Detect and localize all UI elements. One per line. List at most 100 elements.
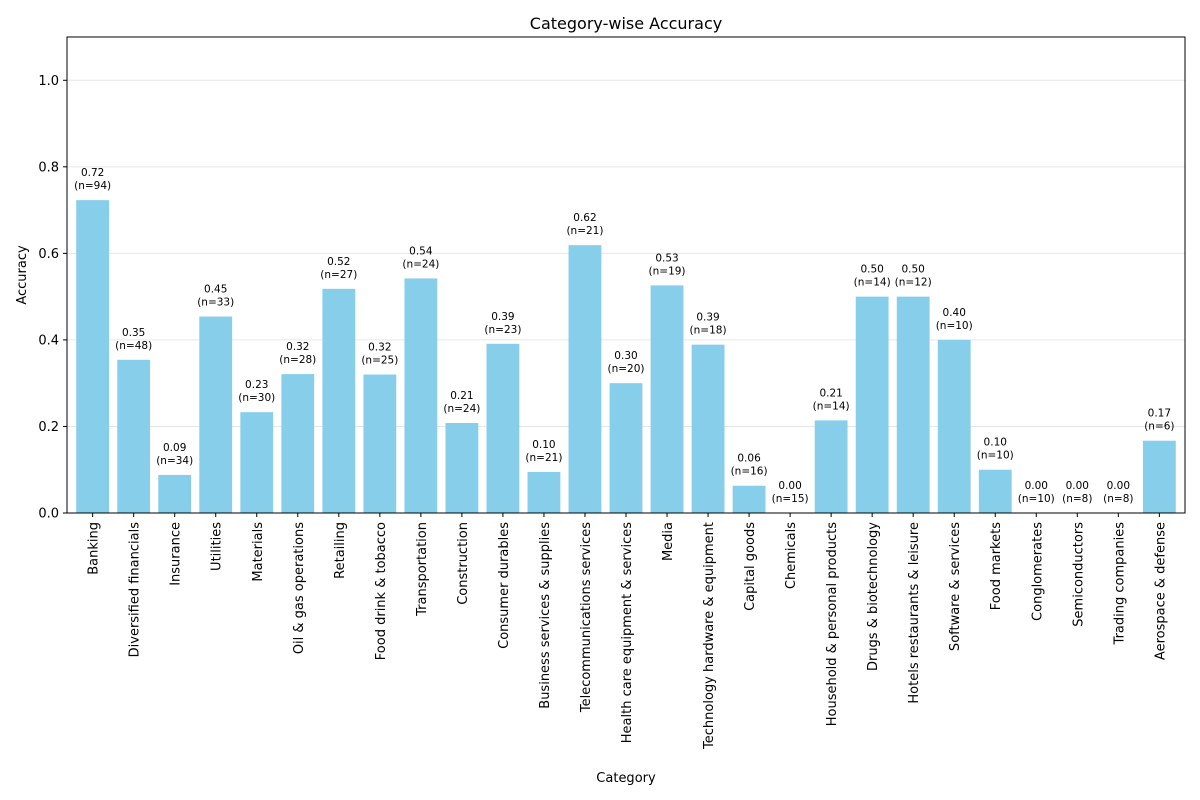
data-label-count: (n=20) [607,363,644,375]
x-tick-label: Trading companies [1112,522,1127,646]
y-tick-label: 0.4 [38,333,59,348]
data-label-value: 0.50 [860,264,883,276]
x-tick-label: Materials [251,522,266,582]
data-label-value: 0.00 [1066,480,1089,492]
x-tick-label: Health care equipment & services [620,522,635,743]
data-label-count: (n=10) [1018,493,1055,505]
data-label-count: (n=27) [320,269,357,281]
data-label-count: (n=15) [772,493,809,505]
y-tick-label: 0.2 [38,420,59,435]
x-tick-label: Banking [87,522,102,575]
bar [240,412,274,513]
x-tick-label: Hotels restaurants & leisure [907,522,922,704]
data-label-value: 0.35 [122,327,145,339]
bar [158,474,192,513]
data-label-count: (n=34) [156,455,193,467]
data-label-count: (n=24) [443,403,480,415]
x-tick-label: Insurance [169,522,184,586]
x-tick-label: Household & personal products [825,522,840,726]
data-label-value: 0.00 [1107,480,1130,492]
y-axis: 0.0 0.2 0.4 0.6 0.8 1.0 [38,74,67,522]
bar [281,374,315,513]
y-axis-label: Accuracy [15,245,30,305]
x-tick-label: Oil & gas operations [292,522,307,654]
x-tick-label: Chemicals [784,522,799,589]
bar [650,285,684,513]
bar [76,200,110,513]
data-label-count: (n=14) [854,277,891,289]
x-axis: Banking Diversified financials Insurance Ut… [87,513,1168,750]
data-label-value: 0.10 [984,437,1007,449]
data-label-count: (n=28) [279,354,316,366]
x-tick-label: Utilities [210,522,225,571]
y-tick-label: 0.8 [38,160,59,175]
x-tick-label: Aerospace & defense [1153,522,1168,660]
bar [117,359,151,513]
data-label-value: 0.39 [696,312,719,324]
data-label-value: 0.39 [491,311,514,323]
bar [1142,440,1176,513]
data-label-value: 0.53 [655,252,678,264]
data-label-count: (n=12) [895,277,932,289]
x-tick-label: Diversified financials [128,522,143,658]
data-label-count: (n=16) [731,466,768,478]
data-label-count: (n=24) [402,258,439,270]
x-tick-label: Consumer durables [497,522,512,649]
y-tick-label: 1.0 [38,74,59,89]
x-axis-label: Category [596,771,656,786]
data-label-value: 0.00 [778,480,801,492]
data-label-value: 0.10 [532,439,555,451]
data-label-value: 0.21 [819,387,842,399]
data-label-count: (n=48) [115,340,152,352]
data-label-value: 0.54 [409,245,433,257]
bar [486,343,520,513]
data-label-value: 0.40 [943,307,966,319]
data-label-value: 0.09 [163,442,186,454]
x-tick-label: Telecommunications services [579,522,594,713]
data-label-count: (n=21) [525,452,562,464]
bar [609,383,643,513]
x-tick-label: Food drink & tobacco [374,522,389,660]
y-tick-label: 0.0 [38,507,59,522]
data-label-value: 0.17 [1148,408,1171,420]
data-label-count: (n=10) [936,320,973,332]
data-label-value: 0.21 [450,390,473,402]
data-label-value: 0.50 [901,264,924,276]
bar [732,485,766,513]
data-label-value: 0.32 [286,341,309,353]
data-label-count: (n=21) [566,225,603,237]
data-label-count: (n=25) [361,355,398,367]
data-label-count: (n=10) [977,450,1014,462]
bar [896,296,930,513]
data-label-count: (n=33) [197,297,234,309]
chart-title: Category-wise Accuracy [530,14,722,33]
x-tick-label: Capital goods [743,522,758,611]
x-tick-label: Food markets [989,522,1004,610]
bar [814,420,848,513]
data-label-value: 0.00 [1025,480,1048,492]
data-label-count: (n=19) [649,265,686,277]
bar [691,344,725,513]
bar [855,296,889,513]
bar [527,471,561,513]
data-label-value: 0.45 [204,284,227,296]
data-label-value: 0.06 [737,453,761,465]
x-tick-label: Transportation [415,522,430,617]
bar [445,422,479,513]
x-tick-label: Software & services [948,522,963,651]
bar [199,316,233,513]
x-tick-label: Drugs & biotechnology [866,522,881,671]
data-label-value: 0.32 [368,342,391,354]
data-label-value: 0.72 [81,167,104,179]
data-label-value: 0.62 [573,212,596,224]
data-label-count: (n=23) [484,324,521,336]
x-tick-label: Conglomerates [1030,522,1045,621]
data-label-count: (n=6) [1144,421,1174,433]
data-label-layer: 0.72(n=94) 0.35(n=48) 0.09(n=34) 0.45(n=33)… [74,167,1174,505]
data-label-count: (n=8) [1103,493,1133,505]
x-tick-label: Semiconductors [1071,522,1086,627]
bar [568,245,602,513]
bar [404,278,438,513]
x-tick-label: Business services & supplies [538,522,553,709]
